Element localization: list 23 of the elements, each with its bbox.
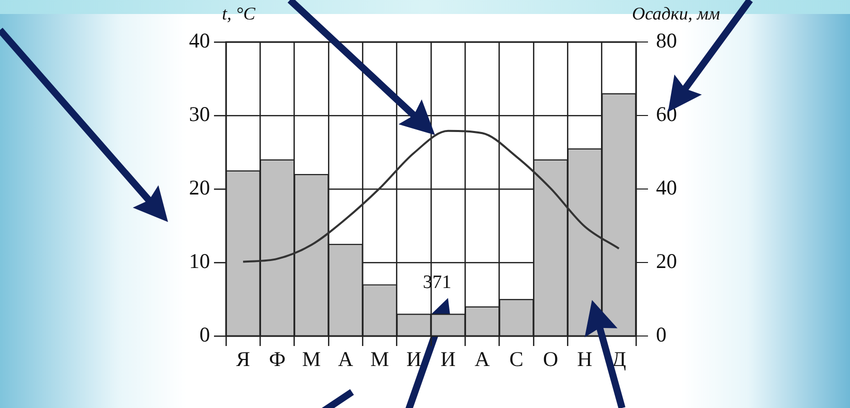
x-tick-label: А xyxy=(338,347,354,372)
y-tick-label: 20 xyxy=(189,176,210,200)
x-tick-label: О xyxy=(542,347,558,372)
y2-tick-label: 80 xyxy=(656,28,677,53)
x-tick-label: И xyxy=(406,347,422,372)
y2-tick-label: 0 xyxy=(656,322,666,347)
x-tick-label: М xyxy=(370,347,390,372)
y-tick-label: 40 xyxy=(189,28,210,53)
y2-tick-label: 40 xyxy=(656,176,677,200)
x-tick-label: И xyxy=(440,347,456,372)
x-tick-label: Ф xyxy=(268,347,286,372)
y2-axis-title: Осадки, мм xyxy=(632,4,721,24)
y-tick-label: 30 xyxy=(189,102,210,126)
x-tick-label: С xyxy=(509,347,524,372)
x-tick-label: М xyxy=(302,347,322,372)
x-tick-label: Н xyxy=(577,347,592,372)
line-series xyxy=(242,130,620,263)
y-axis-title: t, °C xyxy=(222,4,256,24)
y2-tick-label: 20 xyxy=(656,249,677,274)
x-tick-label: А xyxy=(474,347,491,372)
y-tick-label: 10 xyxy=(189,249,210,274)
y-tick-label: 0 xyxy=(200,322,210,347)
x-tick-label: Я xyxy=(236,347,250,372)
